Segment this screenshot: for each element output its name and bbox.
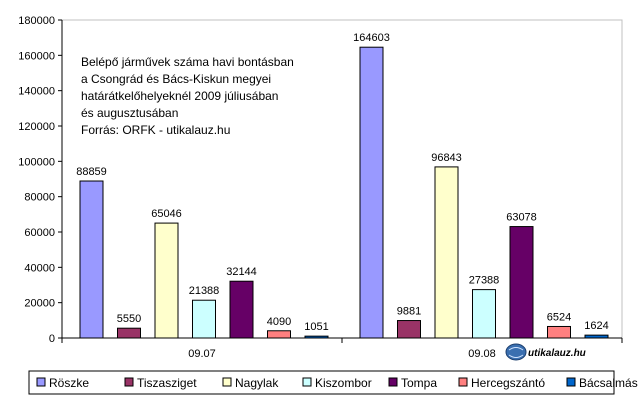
bar-value-label: 4090 bbox=[267, 316, 291, 328]
legend-label: Hercegszántó bbox=[471, 376, 545, 390]
annotation-line: határátkelőhelyeknél 2009 júliusában bbox=[81, 89, 278, 103]
bar-value-label: 96843 bbox=[431, 152, 462, 164]
bar-value-label: 9881 bbox=[397, 306, 421, 318]
bar-value-label: 21388 bbox=[189, 285, 220, 297]
bar-value-label: 63078 bbox=[506, 212, 537, 224]
watermark-logo: utikalauz.hu bbox=[505, 343, 586, 361]
y-tick-label: 20000 bbox=[24, 298, 55, 310]
legend-label: Bácsalmás bbox=[579, 376, 638, 390]
y-tick-label: 60000 bbox=[24, 227, 55, 239]
y-tick-label: 0 bbox=[49, 333, 55, 345]
bar-value-label: 27388 bbox=[469, 275, 500, 287]
legend-swatch bbox=[302, 377, 312, 387]
bar-value-label: 32144 bbox=[226, 266, 257, 278]
y-tick-label: 40000 bbox=[24, 262, 55, 274]
legend-swatch bbox=[388, 377, 398, 387]
annotation-line: Belépő járművek száma havi bontásban bbox=[81, 55, 294, 69]
bar-value-label: 88859 bbox=[76, 166, 107, 178]
bar-value-label: 164603 bbox=[353, 32, 390, 44]
bar bbox=[267, 330, 291, 339]
bar bbox=[547, 325, 571, 339]
bar bbox=[79, 180, 104, 339]
x-tick-label: 09.08 bbox=[468, 348, 496, 360]
x-tick-label: 09.07 bbox=[188, 348, 216, 360]
legend-swatch bbox=[222, 377, 232, 387]
x-axis: 09.07 09.08 bbox=[61, 337, 623, 360]
legend-box bbox=[28, 370, 615, 395]
annotation-line: a Csongrád és Bács-Kiskun megyei bbox=[81, 72, 271, 86]
annotation-line: Forrás: ORFK - utikalauz.hu bbox=[81, 123, 230, 137]
bar-value-label: 5550 bbox=[117, 313, 141, 325]
legend-label: Tiszasziget bbox=[137, 376, 197, 390]
legend-swatch bbox=[458, 377, 468, 387]
y-tick-label: 160000 bbox=[18, 50, 55, 62]
bar bbox=[472, 289, 496, 339]
bar bbox=[229, 280, 254, 339]
y-tick-label: 100000 bbox=[18, 156, 55, 168]
chart-annotation: Belépő járművek száma havi bontásban a Cs… bbox=[81, 55, 294, 137]
y-tick-label: 180000 bbox=[18, 15, 55, 27]
legend-label: Nagylak bbox=[235, 376, 279, 390]
legend-swatch bbox=[36, 377, 46, 387]
bar-value-label: 1051 bbox=[304, 321, 328, 333]
legend-label: Tompa bbox=[401, 376, 437, 390]
bar bbox=[359, 46, 384, 339]
annotation-line: és augusztusában bbox=[81, 106, 178, 120]
bar-value-label: 6524 bbox=[547, 311, 571, 323]
y-tick-label: 140000 bbox=[18, 86, 55, 98]
legend: Röszke Tiszasziget Nagylak Kiszombor Tompa He… bbox=[28, 370, 638, 395]
y-axis: 0 20000 40000 60000 80000 100000 120000 140000 1… bbox=[18, 15, 63, 345]
bar bbox=[434, 166, 459, 339]
bar bbox=[397, 320, 421, 339]
bar bbox=[154, 222, 179, 339]
y-tick-label: 80000 bbox=[24, 192, 55, 204]
bar-value-label: 1624 bbox=[584, 320, 608, 332]
legend-label: Kiszombor bbox=[315, 376, 372, 390]
legend-swatch bbox=[566, 377, 576, 387]
legend-swatch bbox=[124, 377, 134, 387]
y-tick-label: 120000 bbox=[18, 121, 55, 133]
bar bbox=[192, 299, 216, 339]
legend-label: Röszke bbox=[49, 376, 89, 390]
bar-value-label: 65046 bbox=[151, 208, 182, 220]
bar bbox=[509, 226, 534, 339]
bar bbox=[117, 327, 141, 339]
watermark-text: utikalauz.hu bbox=[528, 348, 586, 359]
